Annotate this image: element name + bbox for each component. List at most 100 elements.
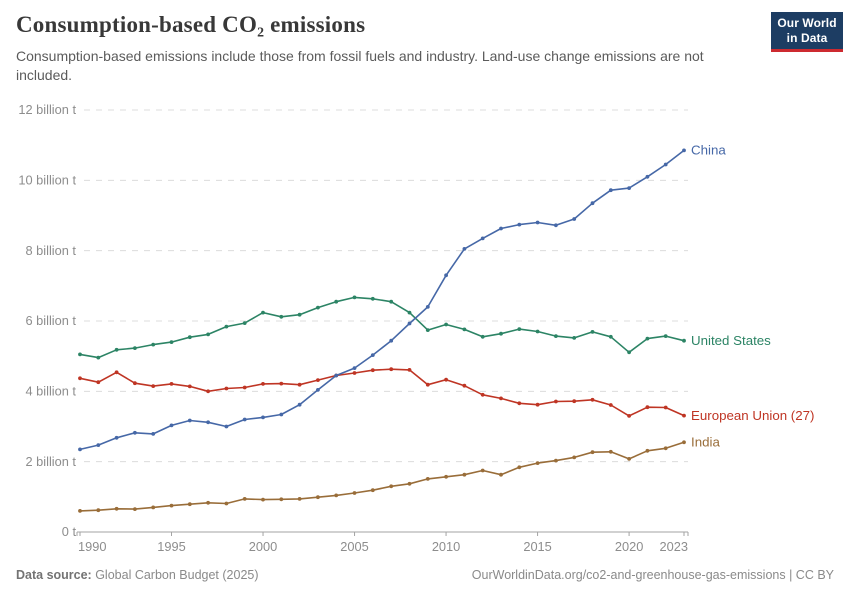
series-label[interactable]: China <box>691 143 726 158</box>
data-point[interactable] <box>572 455 577 460</box>
data-point[interactable] <box>663 334 668 338</box>
data-point[interactable] <box>114 370 119 375</box>
data-point[interactable] <box>462 383 467 388</box>
data-point[interactable] <box>224 324 229 329</box>
owid-logo[interactable]: Our World in Data <box>771 12 843 52</box>
data-point[interactable] <box>608 334 613 339</box>
data-point[interactable] <box>535 461 540 465</box>
data-point[interactable] <box>645 448 650 453</box>
data-point[interactable] <box>187 335 192 340</box>
data-point[interactable] <box>316 378 320 382</box>
data-point[interactable] <box>590 201 595 206</box>
data-point[interactable] <box>96 508 101 513</box>
data-point[interactable] <box>663 162 668 167</box>
series-line-european-union-27-[interactable] <box>79 368 685 417</box>
data-point[interactable] <box>554 458 558 463</box>
data-point[interactable] <box>206 500 211 505</box>
data-point[interactable] <box>187 384 192 389</box>
data-point[interactable] <box>151 505 156 510</box>
data-point[interactable] <box>96 443 101 447</box>
series-line-united-states[interactable] <box>79 296 685 359</box>
data-point[interactable] <box>407 368 412 372</box>
owid-credit-link[interactable]: OurWorldinData.org/co2-and-greenhouse-ga… <box>471 568 834 582</box>
data-point[interactable] <box>462 327 467 332</box>
data-point[interactable] <box>352 491 357 495</box>
data-point[interactable] <box>608 188 613 193</box>
data-point[interactable] <box>535 402 540 407</box>
data-point[interactable] <box>554 399 558 404</box>
data-point[interactable] <box>261 382 265 386</box>
data-point[interactable] <box>334 299 339 304</box>
data-point[interactable] <box>151 432 156 436</box>
data-point[interactable] <box>572 217 577 221</box>
data-point[interactable] <box>114 506 119 511</box>
series-label[interactable]: India <box>691 435 720 450</box>
data-point[interactable] <box>517 465 522 470</box>
data-point[interactable] <box>480 236 485 241</box>
data-point[interactable] <box>682 148 686 153</box>
data-point[interactable] <box>352 371 357 375</box>
data-point[interactable] <box>370 296 375 301</box>
data-point[interactable] <box>261 310 265 315</box>
data-point[interactable] <box>663 446 668 451</box>
data-point[interactable] <box>206 420 211 425</box>
data-point[interactable] <box>517 401 522 406</box>
data-point[interactable] <box>389 338 394 343</box>
data-point[interactable] <box>645 336 650 341</box>
data-point[interactable] <box>389 484 394 489</box>
data-point[interactable] <box>444 377 448 382</box>
data-point[interactable] <box>169 340 174 344</box>
data-point[interactable] <box>608 449 613 454</box>
data-point[interactable] <box>590 450 595 455</box>
data-point[interactable] <box>645 405 650 410</box>
data-point[interactable] <box>96 380 101 385</box>
series-label[interactable]: European Union (27) <box>691 408 814 423</box>
data-point[interactable] <box>663 405 668 410</box>
data-point[interactable] <box>590 330 595 334</box>
data-point[interactable] <box>499 226 503 231</box>
data-point[interactable] <box>572 399 577 404</box>
data-point[interactable] <box>187 418 192 423</box>
data-point[interactable] <box>572 336 577 340</box>
data-point[interactable] <box>297 402 302 407</box>
data-point[interactable] <box>114 347 119 352</box>
data-point[interactable] <box>133 346 137 350</box>
data-point[interactable] <box>444 474 448 479</box>
data-point[interactable] <box>187 502 192 507</box>
data-point[interactable] <box>78 509 82 513</box>
data-point[interactable] <box>261 415 265 420</box>
data-point[interactable] <box>316 305 320 310</box>
series-line-china[interactable] <box>79 149 685 451</box>
data-point[interactable] <box>242 497 247 501</box>
data-point[interactable] <box>78 352 82 357</box>
data-point[interactable] <box>206 389 211 394</box>
data-point[interactable] <box>480 392 485 397</box>
data-point[interactable] <box>682 413 686 418</box>
data-point[interactable] <box>279 314 284 319</box>
data-point[interactable] <box>297 497 302 501</box>
data-point[interactable] <box>407 310 412 315</box>
data-point[interactable] <box>517 222 522 227</box>
data-point[interactable] <box>352 366 357 370</box>
data-point[interactable] <box>462 247 467 251</box>
data-point[interactable] <box>499 396 503 401</box>
data-point[interactable] <box>334 373 339 378</box>
series-label[interactable]: United States <box>691 333 771 348</box>
data-point[interactable] <box>224 386 229 391</box>
data-point[interactable] <box>608 403 613 407</box>
data-point[interactable] <box>499 331 503 336</box>
data-point[interactable] <box>242 385 247 390</box>
data-point[interactable] <box>297 382 302 387</box>
data-point[interactable] <box>682 440 686 445</box>
data-point[interactable] <box>279 497 284 502</box>
data-point[interactable] <box>261 497 265 502</box>
data-point[interactable] <box>151 384 156 388</box>
data-point[interactable] <box>627 186 631 191</box>
data-point[interactable] <box>554 334 558 338</box>
data-point[interactable] <box>627 350 631 355</box>
data-point[interactable] <box>517 327 522 331</box>
data-point[interactable] <box>480 334 485 339</box>
data-point[interactable] <box>370 353 375 357</box>
data-point[interactable] <box>425 382 430 387</box>
